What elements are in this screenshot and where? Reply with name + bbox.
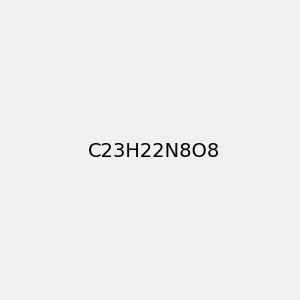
Text: C23H22N8O8: C23H22N8O8 — [88, 142, 220, 161]
